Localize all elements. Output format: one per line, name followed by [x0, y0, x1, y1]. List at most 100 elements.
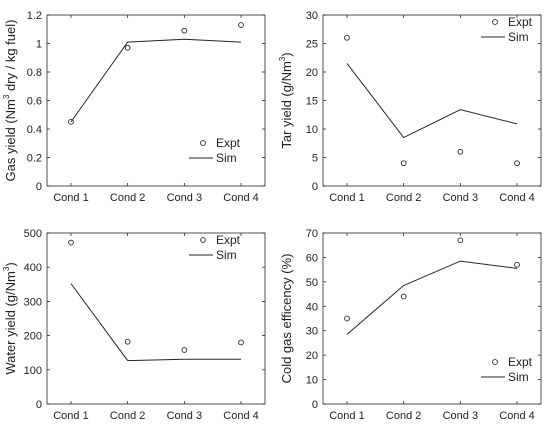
y-axis-label-sup: 3	[2, 266, 11, 271]
expt-point	[457, 148, 464, 155]
y-tick-label: 70	[306, 228, 318, 240]
expt-point	[181, 347, 188, 353]
y-tick-label: 200	[24, 331, 42, 343]
x-tick-label: Cond 3	[167, 192, 202, 204]
y-axis-label-pre: Water yield (g/Nm	[3, 271, 18, 375]
expt-point	[68, 239, 74, 246]
y-tick-label: 400	[24, 262, 42, 274]
y-axis-label-pre: Cold gas efficency (%)	[279, 254, 294, 384]
y-tick-label: 0.6	[27, 96, 42, 108]
sim-line	[346, 260, 518, 335]
y-tick-label: 10	[306, 124, 318, 136]
y-tick-label: 5	[312, 153, 318, 165]
expt-point	[344, 315, 350, 322]
y-axis-label-pre: Tar yield (g/Nm	[279, 61, 294, 148]
legend-expt-swatch	[200, 140, 206, 146]
y-tick-label: 40	[306, 301, 318, 313]
expt-point	[68, 119, 74, 125]
y-tick-label: 0	[312, 181, 318, 193]
expt-point	[344, 34, 350, 41]
subplot-1: 0 0.2 0.4 0.6 0.8 1 1.2 Cond 1 Cond 2 Cond 3 Cond …	[2, 10, 266, 204]
expt-point	[238, 339, 244, 346]
sim-line	[70, 283, 242, 362]
expt-point	[514, 160, 520, 167]
y-tick-label: 30	[306, 326, 318, 338]
legend-label: Sim	[216, 248, 237, 262]
x-tick-label: Cond 1	[53, 410, 88, 422]
y-tick-label: 50	[306, 277, 318, 289]
legend-label: Sim	[216, 151, 237, 165]
y-tick-label: 1.2	[27, 10, 42, 22]
y-tick-label: 0.2	[27, 153, 42, 165]
x-tick-label: Cond 2	[110, 410, 145, 422]
x-tick-label: Cond 3	[167, 410, 202, 422]
y-tick-label: 500	[24, 228, 42, 240]
expt-point	[181, 27, 188, 34]
expt-point	[400, 160, 407, 167]
y-tick-label: 0	[312, 399, 318, 411]
y-tick-label: 60	[306, 252, 318, 264]
y-axis-label-post: dry / kg fuel)	[3, 20, 18, 95]
x-tick-label: Cond 4	[223, 410, 258, 422]
y-axis-label-post: )	[279, 52, 294, 56]
subplot-4: 0 10 20 30 40 50 60 70 Cond 1 Cond 2 Cond 3 Cond 4 C…	[279, 228, 542, 422]
y-tick-label: 10	[306, 375, 318, 387]
y-tick-label: 0	[36, 181, 42, 193]
sim-line	[346, 63, 518, 139]
legend-expt-swatch	[492, 359, 498, 365]
y-tick-label: 300	[24, 296, 42, 308]
x-tick-label: Cond 1	[329, 410, 364, 422]
y-axis-label: Gas yield (Nm3 dry / kg fuel)	[2, 20, 18, 182]
plot-frame	[322, 232, 542, 405]
expt-point	[457, 237, 464, 244]
x-tick-label: Cond 1	[329, 192, 364, 204]
y-axis-label: Tar yield (g/Nm3)	[278, 52, 294, 148]
y-axis-label: Water yield (g/Nm3)	[2, 262, 18, 374]
expt-point	[400, 293, 407, 300]
expt-point	[124, 338, 131, 345]
plot-frame	[46, 232, 266, 405]
x-tick-label: Cond 2	[110, 192, 145, 204]
y-tick-label: 100	[24, 365, 42, 377]
sim-line	[70, 38, 242, 123]
x-tick-label: Cond 1	[53, 192, 88, 204]
x-tick-label: Cond 4	[223, 192, 258, 204]
y-tick-label: 0.8	[27, 67, 42, 79]
x-tick-label: Cond 4	[499, 192, 534, 204]
y-tick-label: 15	[306, 96, 318, 108]
legend-label: Expt	[216, 233, 241, 247]
subplot-3: 0 100 200 300 400 500 Cond 1 Cond 2 Cond 3 Cond 4…	[2, 228, 266, 422]
legend-label: Sim	[508, 30, 529, 44]
x-tick-label: Cond 4	[499, 410, 534, 422]
legend-expt-swatch	[492, 19, 498, 25]
y-axis-label-pre: Gas yield (Nm	[3, 99, 18, 181]
y-tick-label: 0	[36, 399, 42, 411]
x-tick-label: Cond 2	[386, 192, 421, 204]
y-axis-label: Cold gas efficency (%)	[279, 254, 294, 384]
y-axis-label-post: )	[3, 262, 18, 266]
y-tick-label: 25	[306, 39, 318, 51]
y-axis-label-sup: 3	[278, 56, 287, 61]
x-tick-label: Cond 3	[443, 410, 478, 422]
legend-label: Expt	[508, 15, 533, 29]
y-tick-label: 0.4	[27, 124, 42, 136]
expt-point	[238, 22, 244, 28]
y-tick-label: 1	[36, 39, 42, 51]
expt-point	[124, 44, 131, 51]
x-tick-label: Cond 2	[386, 410, 421, 422]
x-tick-label: Cond 3	[443, 192, 478, 204]
y-axis-label-sup: 3	[2, 94, 11, 99]
legend-expt-swatch	[200, 237, 206, 243]
legend-label: Expt	[216, 136, 241, 150]
legend-label: Expt	[508, 355, 533, 369]
y-tick-label: 20	[306, 350, 318, 362]
subplot-2: 0 5 10 15 20 25 30 Cond 1 Cond 2 Cond 3 Cond 4 Tar …	[278, 10, 542, 204]
y-tick-label: 30	[306, 10, 318, 22]
y-tick-label: 20	[306, 67, 318, 79]
legend-label: Sim	[508, 370, 529, 384]
